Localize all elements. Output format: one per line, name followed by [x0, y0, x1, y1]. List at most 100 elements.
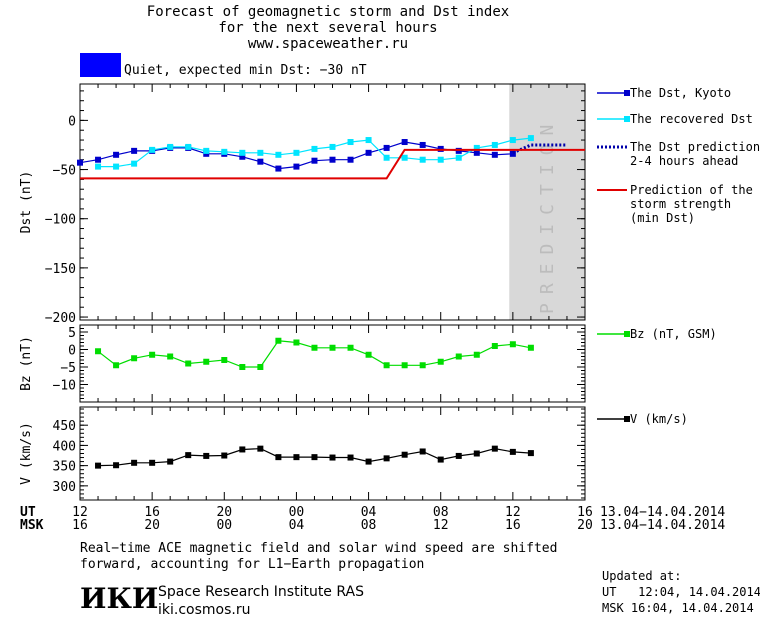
panel-frame-2: [79, 324, 586, 403]
data-point: [491, 343, 498, 349]
legend-bz-marker: [624, 331, 630, 337]
data-point: [311, 145, 318, 152]
data-point: [347, 156, 354, 163]
data-point: [131, 355, 138, 362]
updated-label: Updated at:: [602, 569, 682, 583]
data-point: [275, 337, 282, 344]
prediction-band: [509, 84, 585, 320]
data-point: [149, 459, 156, 466]
website-link[interactable]: www.spaceweather.ru: [247, 36, 409, 52]
data-point: [527, 344, 534, 351]
data-point: [365, 137, 372, 144]
data-point: [275, 165, 282, 172]
legend-bz-text: Bz (nT, GSM): [630, 327, 717, 341]
y-tick-label: 0: [68, 344, 76, 359]
ut-tick-label: 12: [72, 505, 88, 520]
institute-site-link[interactable]: iki.cosmos.ru: [158, 602, 251, 618]
y-tick-label: 350: [53, 460, 76, 475]
data-point: [257, 445, 264, 452]
data-point: [113, 151, 120, 158]
data-point: [311, 344, 318, 351]
data-point: [203, 147, 210, 154]
data-point: [509, 448, 516, 455]
data-point: [509, 341, 516, 348]
legend-speed-text: V (km/s): [630, 412, 688, 426]
legend-speed-marker: [624, 416, 630, 422]
msk-tick-label: 12: [433, 518, 449, 533]
data-point: [365, 351, 372, 358]
data-point: [419, 156, 426, 163]
msk-date-range: 13.04−14.04.2014: [600, 518, 725, 533]
ut-tick-label: 08: [433, 505, 449, 520]
y-tick-label: 450: [53, 419, 76, 434]
data-point: [257, 149, 264, 156]
y-tick-label: −150: [45, 262, 76, 277]
data-point: [185, 143, 192, 150]
data-point: [275, 454, 282, 461]
data-point: [509, 137, 516, 144]
data-point: [167, 353, 174, 360]
y-tick-label: −5: [60, 361, 76, 376]
data-point: [473, 149, 480, 156]
data-point: [383, 455, 390, 462]
data-point: [239, 446, 246, 453]
data-point: [113, 462, 120, 469]
data-point: [437, 156, 444, 163]
data-point: [455, 154, 462, 161]
chart-title-line1: Forecast of geomagnetic storm and Dst in…: [146, 4, 510, 20]
data-point: [293, 339, 300, 346]
msk-tick-label: 08: [361, 518, 377, 533]
data-point: [509, 150, 516, 157]
data-point: [293, 149, 300, 156]
data-point: [95, 462, 102, 469]
data-point: [437, 456, 444, 463]
msk-tick-label: 04: [289, 518, 305, 533]
data-point: [437, 358, 444, 365]
data-point: [203, 452, 210, 459]
iki-logo: ИКИ: [80, 582, 159, 615]
ut-tick-label: 00: [289, 505, 305, 520]
legend-recovered-dst-text: The recovered Dst: [630, 112, 753, 126]
ut-axis-label: UT: [20, 505, 36, 520]
data-point: [167, 458, 174, 465]
data-point: [239, 149, 246, 156]
y-tick-label: 0: [68, 114, 76, 129]
data-point: [527, 450, 534, 457]
series-line-2-1: [97, 340, 532, 368]
legend-dst-prediction-text: The Dst prediction: [630, 140, 760, 154]
panel-frame-3: [79, 406, 586, 501]
legend-recovered-dst-marker: [624, 116, 630, 122]
data-point: [113, 163, 120, 170]
data-point: [203, 358, 210, 365]
data-point: [527, 135, 534, 142]
data-point: [365, 458, 372, 465]
data-point: [95, 156, 102, 163]
data-point: [455, 353, 462, 360]
data-point: [347, 454, 354, 461]
data-point: [473, 450, 480, 457]
data-point: [257, 158, 264, 165]
data-point: [383, 362, 390, 369]
data-point: [455, 452, 462, 459]
msk-tick-label: 00: [216, 518, 232, 533]
y-tick-label: −100: [45, 213, 76, 228]
footnote-line2: forward, accounting for L1−Earth propaga…: [80, 557, 425, 572]
ut-tick-label: 16: [144, 505, 160, 520]
data-point: [293, 163, 300, 170]
data-point: [149, 146, 156, 153]
y-tick-label: 5: [68, 326, 76, 341]
data-point: [329, 454, 336, 461]
chart-title-line2: for the next several hours: [218, 20, 438, 36]
data-point: [167, 143, 174, 150]
institute-name: Space Research Institute RAS: [158, 584, 364, 600]
data-point: [473, 351, 480, 358]
legend-storm-strength-text: storm strength: [630, 197, 731, 211]
y-axis-label: Dst (nT): [19, 171, 34, 234]
y-tick-label: −10: [53, 379, 76, 394]
data-point: [491, 445, 498, 452]
data-point: [293, 454, 300, 461]
data-point: [113, 362, 120, 369]
data-point: [185, 452, 192, 459]
data-point: [131, 160, 138, 167]
